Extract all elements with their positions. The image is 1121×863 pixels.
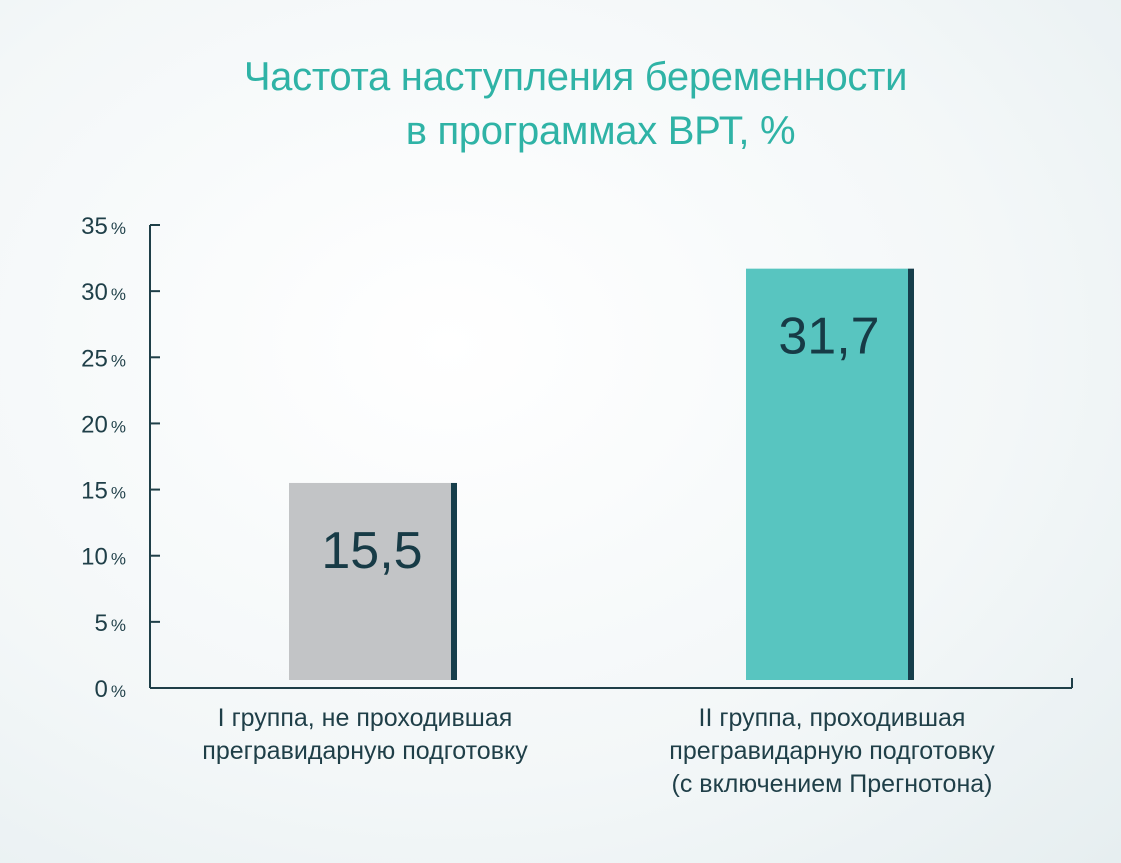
chart-axes bbox=[149, 225, 1073, 689]
y-tick-label: 15% bbox=[81, 478, 126, 505]
y-tick-label: 30% bbox=[81, 279, 126, 306]
y-axis-ticks: 0 % 5 % 10 % 15 % 20 % 25 % 30 % 35% bbox=[81, 213, 160, 703]
chart-title: Частота наступления беременности в прогр… bbox=[0, 50, 1121, 158]
y-tick-label: 0% bbox=[95, 676, 126, 703]
x-category-label-1: I группа, не проходившая прегравидарную … bbox=[202, 704, 528, 765]
bars: 15,5 31,7 bbox=[289, 268, 914, 680]
y-tick-label: 10% bbox=[81, 544, 126, 571]
y-tick-label: 20% bbox=[81, 411, 126, 438]
y-tick-label: 25% bbox=[81, 345, 126, 372]
y-tick-label: 5% bbox=[95, 610, 126, 637]
bar-value-label: 31,7 bbox=[778, 308, 879, 366]
bar-value-label: 15,5 bbox=[321, 522, 422, 580]
x-category-label-2: II группа, проходившая прегравидарную по… bbox=[669, 704, 995, 798]
bar-edge bbox=[451, 482, 457, 680]
chart-title-line-2: в программах ВРТ, % bbox=[405, 109, 796, 153]
bar bbox=[289, 482, 451, 680]
bar-edge bbox=[908, 268, 914, 680]
y-tick-label: 35% bbox=[81, 213, 126, 240]
bar bbox=[746, 268, 908, 680]
chart-title-line-1: Частота наступления беременности bbox=[243, 55, 908, 99]
